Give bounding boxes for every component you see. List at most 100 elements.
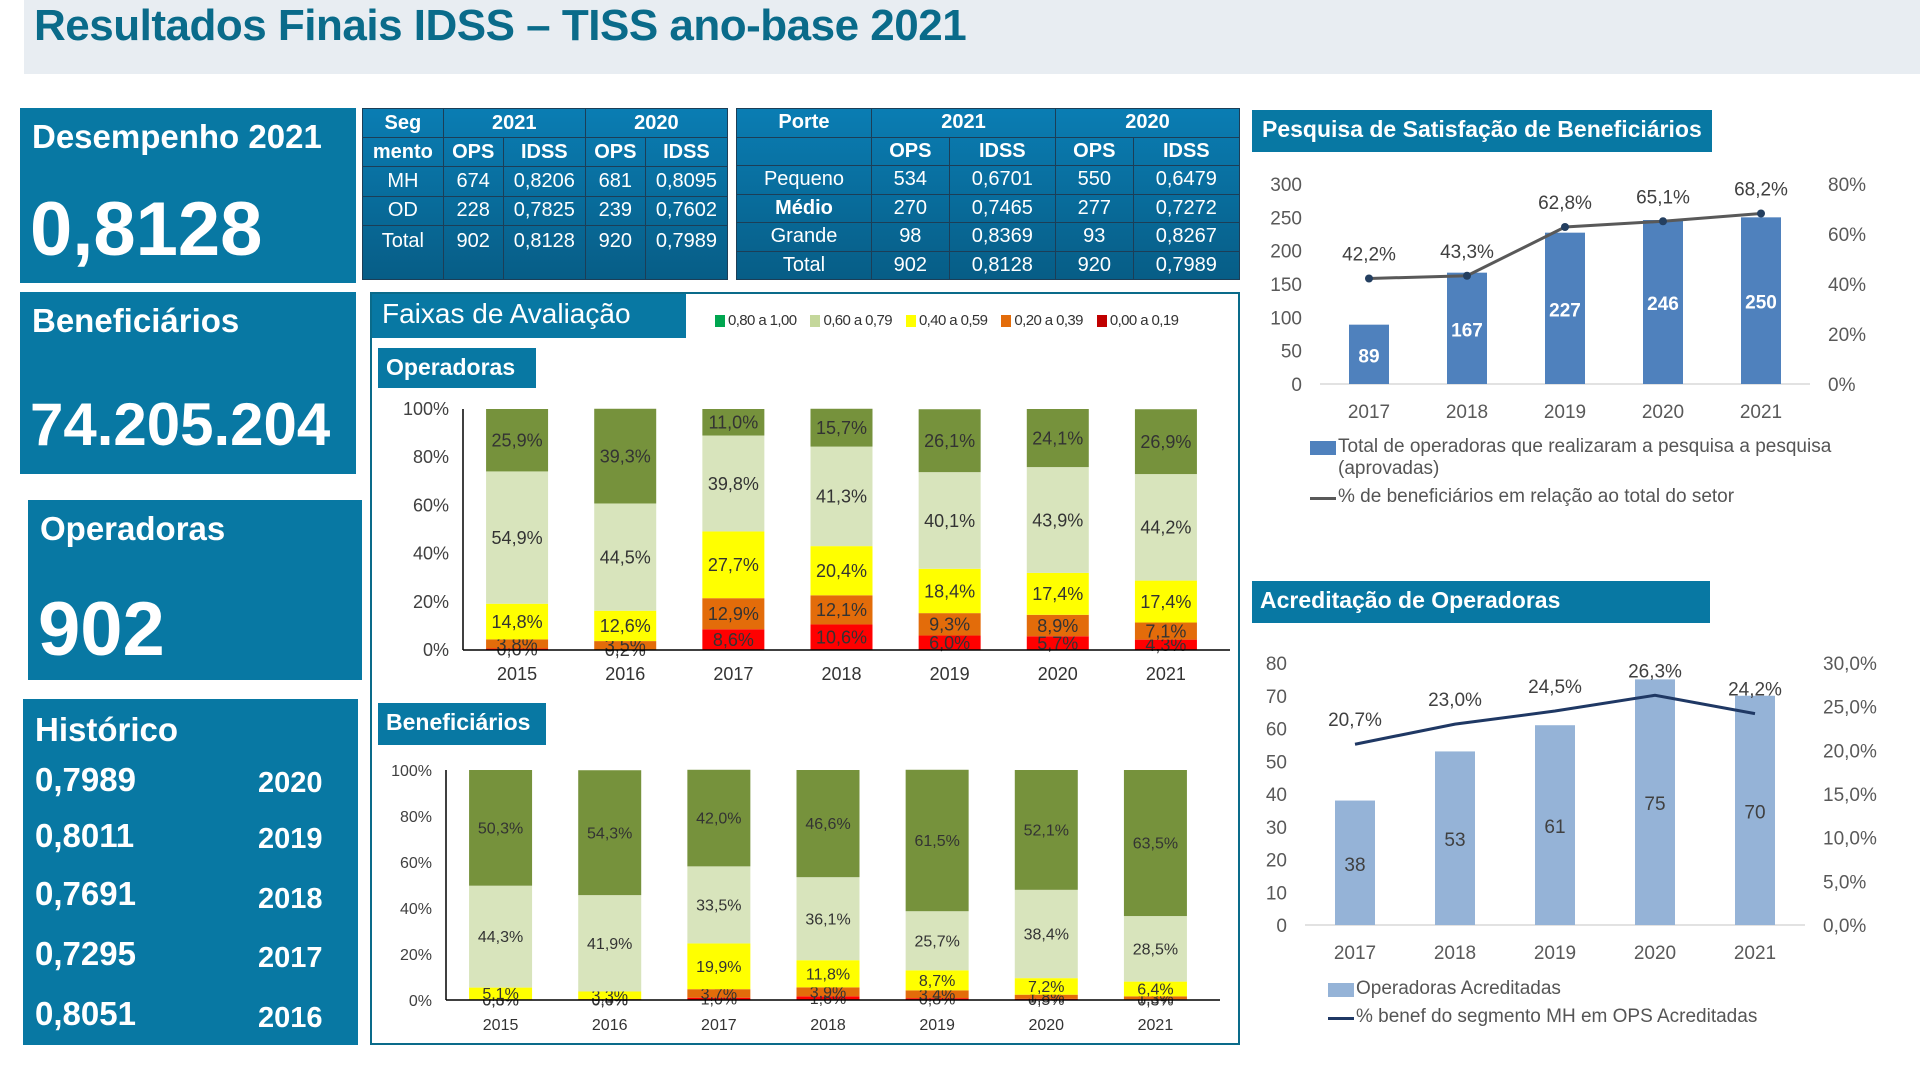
bar-segment — [810, 446, 873, 547]
bar — [1535, 725, 1575, 925]
legend-swatch — [715, 314, 725, 327]
bar-segment — [905, 990, 969, 999]
legend-label: % benef do segmento MH em OPS Acreditada… — [1356, 1006, 1758, 1027]
x-tick-label: 2015 — [497, 664, 537, 684]
legend-label: 0,80 a 1,00 — [728, 312, 797, 329]
faixas-legend: 0,80 a 1,00 0,60 a 0,79 0,40 a 0,59 0,20… — [715, 312, 1192, 329]
data-label: 27,7% — [708, 555, 759, 575]
x-tick-label: 2021 — [1734, 943, 1776, 964]
data-label: 40,1% — [924, 511, 975, 531]
legend-item: 0,80 a 1,00 — [715, 312, 797, 329]
data-label: 7,2% — [1028, 979, 1064, 996]
header-band — [24, 0, 1920, 74]
cell-ops20: 550 — [1054, 165, 1134, 195]
x-tick-label: 2019 — [1534, 943, 1576, 964]
bar-segment — [1123, 770, 1187, 917]
data-label: 11,0% — [709, 413, 759, 433]
table-row: OD 228 0,7825 239 0,7602 — [362, 195, 729, 226]
cell-seg: Total — [362, 224, 444, 281]
data-label: 7,1% — [1145, 621, 1186, 641]
bar-segment — [1134, 639, 1197, 650]
bar-segment — [1026, 614, 1089, 637]
y2-tick-label: 0% — [1828, 375, 1856, 396]
bar-segment — [578, 895, 642, 992]
data-label: 61,5% — [914, 833, 959, 850]
y-tick-label: 50 — [1281, 342, 1302, 363]
legend-item: % de beneficiários em relação ao total d… — [1310, 486, 1870, 508]
legend-swatch — [810, 314, 821, 327]
bar-segment — [810, 624, 873, 650]
data-label: 6,0% — [929, 633, 970, 653]
cell-idss21: 0,6701 — [948, 165, 1056, 195]
legend-label: % de beneficiários em relação ao total d… — [1338, 486, 1735, 507]
y-tick-label: 60 — [1266, 720, 1287, 741]
kpi-operadoras-label: Operadoras — [40, 510, 226, 547]
y-tick-label: 80% — [413, 447, 449, 467]
cell-ops20: 93 — [1054, 222, 1134, 252]
x-tick-label: 2017 — [1334, 943, 1376, 964]
bar — [1435, 751, 1475, 925]
y-tick-label: 20% — [413, 592, 449, 612]
line-marker — [1757, 209, 1765, 218]
bar-segment — [687, 769, 751, 867]
y-tick-label: 80% — [400, 809, 432, 826]
header-idss: IDSS — [644, 137, 729, 168]
cell-ops20: 920 — [1054, 250, 1134, 280]
historico-year: 2018 — [258, 883, 323, 915]
x-tick-label: 2018 — [1446, 402, 1488, 423]
header-idss: IDSS — [948, 136, 1056, 166]
data-label: 46,6% — [805, 816, 850, 833]
bar-segment — [702, 531, 765, 599]
kpi-beneficiarios-label: Beneficiários — [32, 302, 240, 339]
bar — [1735, 695, 1775, 925]
data-label: 5,7% — [1037, 633, 1078, 653]
data-label: 41,3% — [816, 487, 867, 507]
data-label: 43,9% — [1032, 510, 1083, 530]
segmento-table: Seg 2021 2020 mento OPS IDSS OPS IDSS MH… — [362, 107, 729, 281]
y-tick-label: 30 — [1266, 818, 1287, 839]
cell-ops21: 270 — [870, 193, 950, 223]
data-label: 44,2% — [1140, 518, 1191, 538]
bar-segment — [1026, 409, 1089, 468]
data-label: 9,3% — [929, 615, 970, 635]
data-label: 54,3% — [587, 825, 632, 842]
table-row: Pequeno 534 0,6701 550 0,6479 — [736, 165, 1241, 195]
y-tick-label: 100% — [403, 399, 449, 419]
data-label: 6,4% — [1137, 982, 1173, 999]
table-header-row: mento OPS IDSS OPS IDSS — [362, 137, 729, 168]
table-row: Total 902 0,8128 920 0,7989 — [736, 250, 1241, 280]
header-idss: IDSS — [502, 137, 586, 168]
line-label: 43,3% — [1440, 242, 1494, 263]
table-row: Grande 98 0,8369 93 0,8267 — [736, 222, 1241, 252]
bar-segment — [594, 408, 657, 504]
table-row: MH 674 0,8206 681 0,8095 — [362, 166, 729, 197]
bar-segment — [810, 546, 873, 596]
line-label: 20,7% — [1328, 710, 1382, 731]
cell-idss21: 0,8128 — [502, 224, 586, 281]
cell-ops21: 534 — [870, 165, 950, 195]
x-tick-label: 2018 — [821, 664, 861, 684]
page-title: Resultados Finais IDSS – TISS ano-base 2… — [34, 1, 967, 50]
x-tick-label: 2018 — [810, 1017, 846, 1034]
historico-year: 2017 — [258, 942, 323, 974]
y-tick-label: 10 — [1266, 883, 1287, 904]
bar-segment — [1014, 978, 1078, 995]
legend-item: 0,20 a 0,39 — [1001, 312, 1083, 329]
bar-segment — [486, 471, 549, 604]
bar-segment — [1026, 467, 1089, 573]
x-tick-label: 2016 — [592, 1017, 628, 1034]
line-label: 68,2% — [1734, 180, 1788, 201]
historico-year: 2020 — [258, 767, 323, 799]
bar-segment — [687, 989, 751, 998]
legend-bar-swatch — [1310, 441, 1336, 455]
bar-segment — [1026, 572, 1089, 615]
kpi-historico: Histórico 0,7989 2020 0,8011 2019 0,7691… — [23, 699, 358, 1045]
satisfacao-legend: Total de operadoras que realizaram a pes… — [1310, 436, 1870, 514]
table-header-row: OPS IDSS OPS IDSS — [736, 136, 1241, 166]
line-series — [1354, 693, 1756, 746]
bar-segment — [905, 769, 969, 912]
kpi-operadoras-value: 902 — [38, 587, 165, 672]
data-label: 12,1% — [816, 600, 867, 620]
bar-label: 246 — [1647, 294, 1679, 315]
table-row: Total 902 0,8128 920 0,7989 — [362, 224, 729, 281]
